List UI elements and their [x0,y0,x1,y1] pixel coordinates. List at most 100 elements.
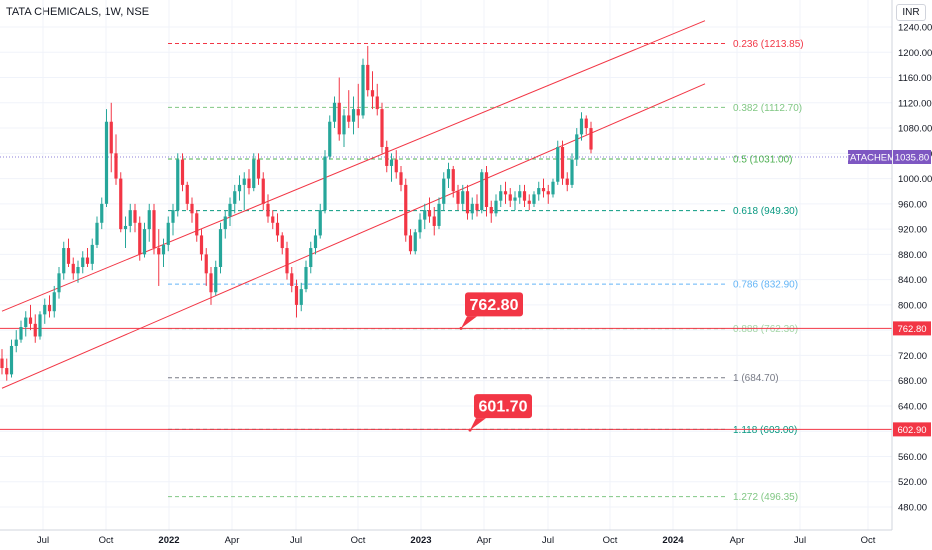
candle-body [52,292,56,312]
candle [19,320,23,343]
channel-line[interactable] [1,20,706,312]
candle [560,140,565,185]
candle [328,115,332,160]
candle [57,267,61,299]
candle-body [361,64,365,116]
x-tick-label: Apr [730,535,745,546]
candle [408,229,413,255]
x-tick-label: Jul [290,535,302,546]
candle [119,172,123,233]
callout-anchor [468,428,472,432]
x-tick-label: Oct [99,535,114,546]
currency-selector[interactable]: INR [896,4,926,21]
candle-body [47,304,52,312]
time-axis[interactable]: Jul Oct 2022 Apr Jul Oct 2023 Apr Jul Oct 2024 Apr J… [37,535,876,546]
candle [185,181,189,211]
candles [0,45,593,381]
candle [418,213,422,239]
candle-body [370,90,375,97]
callout-pointer [470,418,486,431]
channel-line[interactable] [1,83,706,389]
candle-body [575,134,579,160]
y-tick-label: 1200.00 [898,48,932,59]
y-tick-label: 560.00 [898,452,927,463]
candle [347,90,351,129]
candle-body [560,147,565,179]
candle [223,210,227,239]
candle-body [28,317,33,324]
callouts[interactable]: 762.80 601.70 [459,292,533,432]
candle-body [347,115,351,122]
candle-body [33,323,37,337]
candle [261,172,265,211]
candle [0,349,4,375]
candle-body [309,248,313,267]
candle-body [261,178,265,204]
candle-body [389,159,394,166]
candle [361,58,365,119]
candle [95,216,99,249]
candle [14,330,18,353]
candle-body [166,222,170,245]
y-tick-label: 880.00 [898,250,927,261]
candle [465,184,470,220]
candle-body [470,203,474,214]
grid [0,0,892,530]
parallel-channel[interactable] [1,20,706,389]
ticker-tag: TATACHEM 1035.80 [845,150,931,164]
candle [546,184,550,204]
candle-body [304,267,308,290]
candle-body [157,248,161,255]
ticker-price-box [893,150,931,164]
y-tick-label: 800.00 [898,300,927,311]
x-tick-label: Oct [861,535,876,546]
candle-body [551,181,555,195]
candle-body [537,188,541,195]
callout-pointer [461,316,477,329]
candle-body [518,191,522,198]
price-callout[interactable]: 601.70 [468,394,533,432]
fib-level-label: 1.118 (603.00) [733,425,797,436]
candle [351,96,356,135]
candle [299,282,303,312]
ticker-price: 1035.80 [895,153,929,164]
callout-box [474,394,532,419]
candle-body [513,197,517,201]
candle-body [252,159,256,189]
candle-body [484,172,489,207]
candle [123,216,128,249]
y-tick-label: 920.00 [898,225,927,236]
price-tag: 602.90 [893,422,931,437]
candle-body [209,273,213,293]
price-axis[interactable]: 1240.001200.001160.001120.001080.001040.… [898,23,932,514]
candle [584,115,588,135]
x-tick-label: Oct [603,535,618,546]
candle-body [475,203,479,211]
callout-anchor [459,326,463,330]
candle [43,298,47,324]
candle [570,153,574,189]
candle [442,172,446,211]
candle-body [522,191,527,201]
candle [161,238,166,267]
candle-body [199,235,204,255]
price-callout[interactable]: 762.80 [459,292,524,330]
x-tick-label: Jul [794,535,806,546]
candle-body [218,229,223,267]
candle-body [138,222,142,255]
candle [413,229,417,255]
price-tag-label: 762.80 [897,324,926,335]
candle-body [461,191,465,204]
candle-body [280,235,284,249]
candle [180,153,185,192]
candle [195,210,199,242]
candle-body [109,121,113,154]
fibonacci-retracement[interactable]: 0.236 (1213.85) 0.382 (1112.70) 0.5 (1031.… [168,39,804,503]
horizontal-lines[interactable] [0,327,892,430]
y-tick-label: 960.00 [898,199,927,210]
candle [461,184,465,211]
candle [100,197,104,230]
candle [247,169,251,195]
x-tick-label: Jul [37,535,49,546]
